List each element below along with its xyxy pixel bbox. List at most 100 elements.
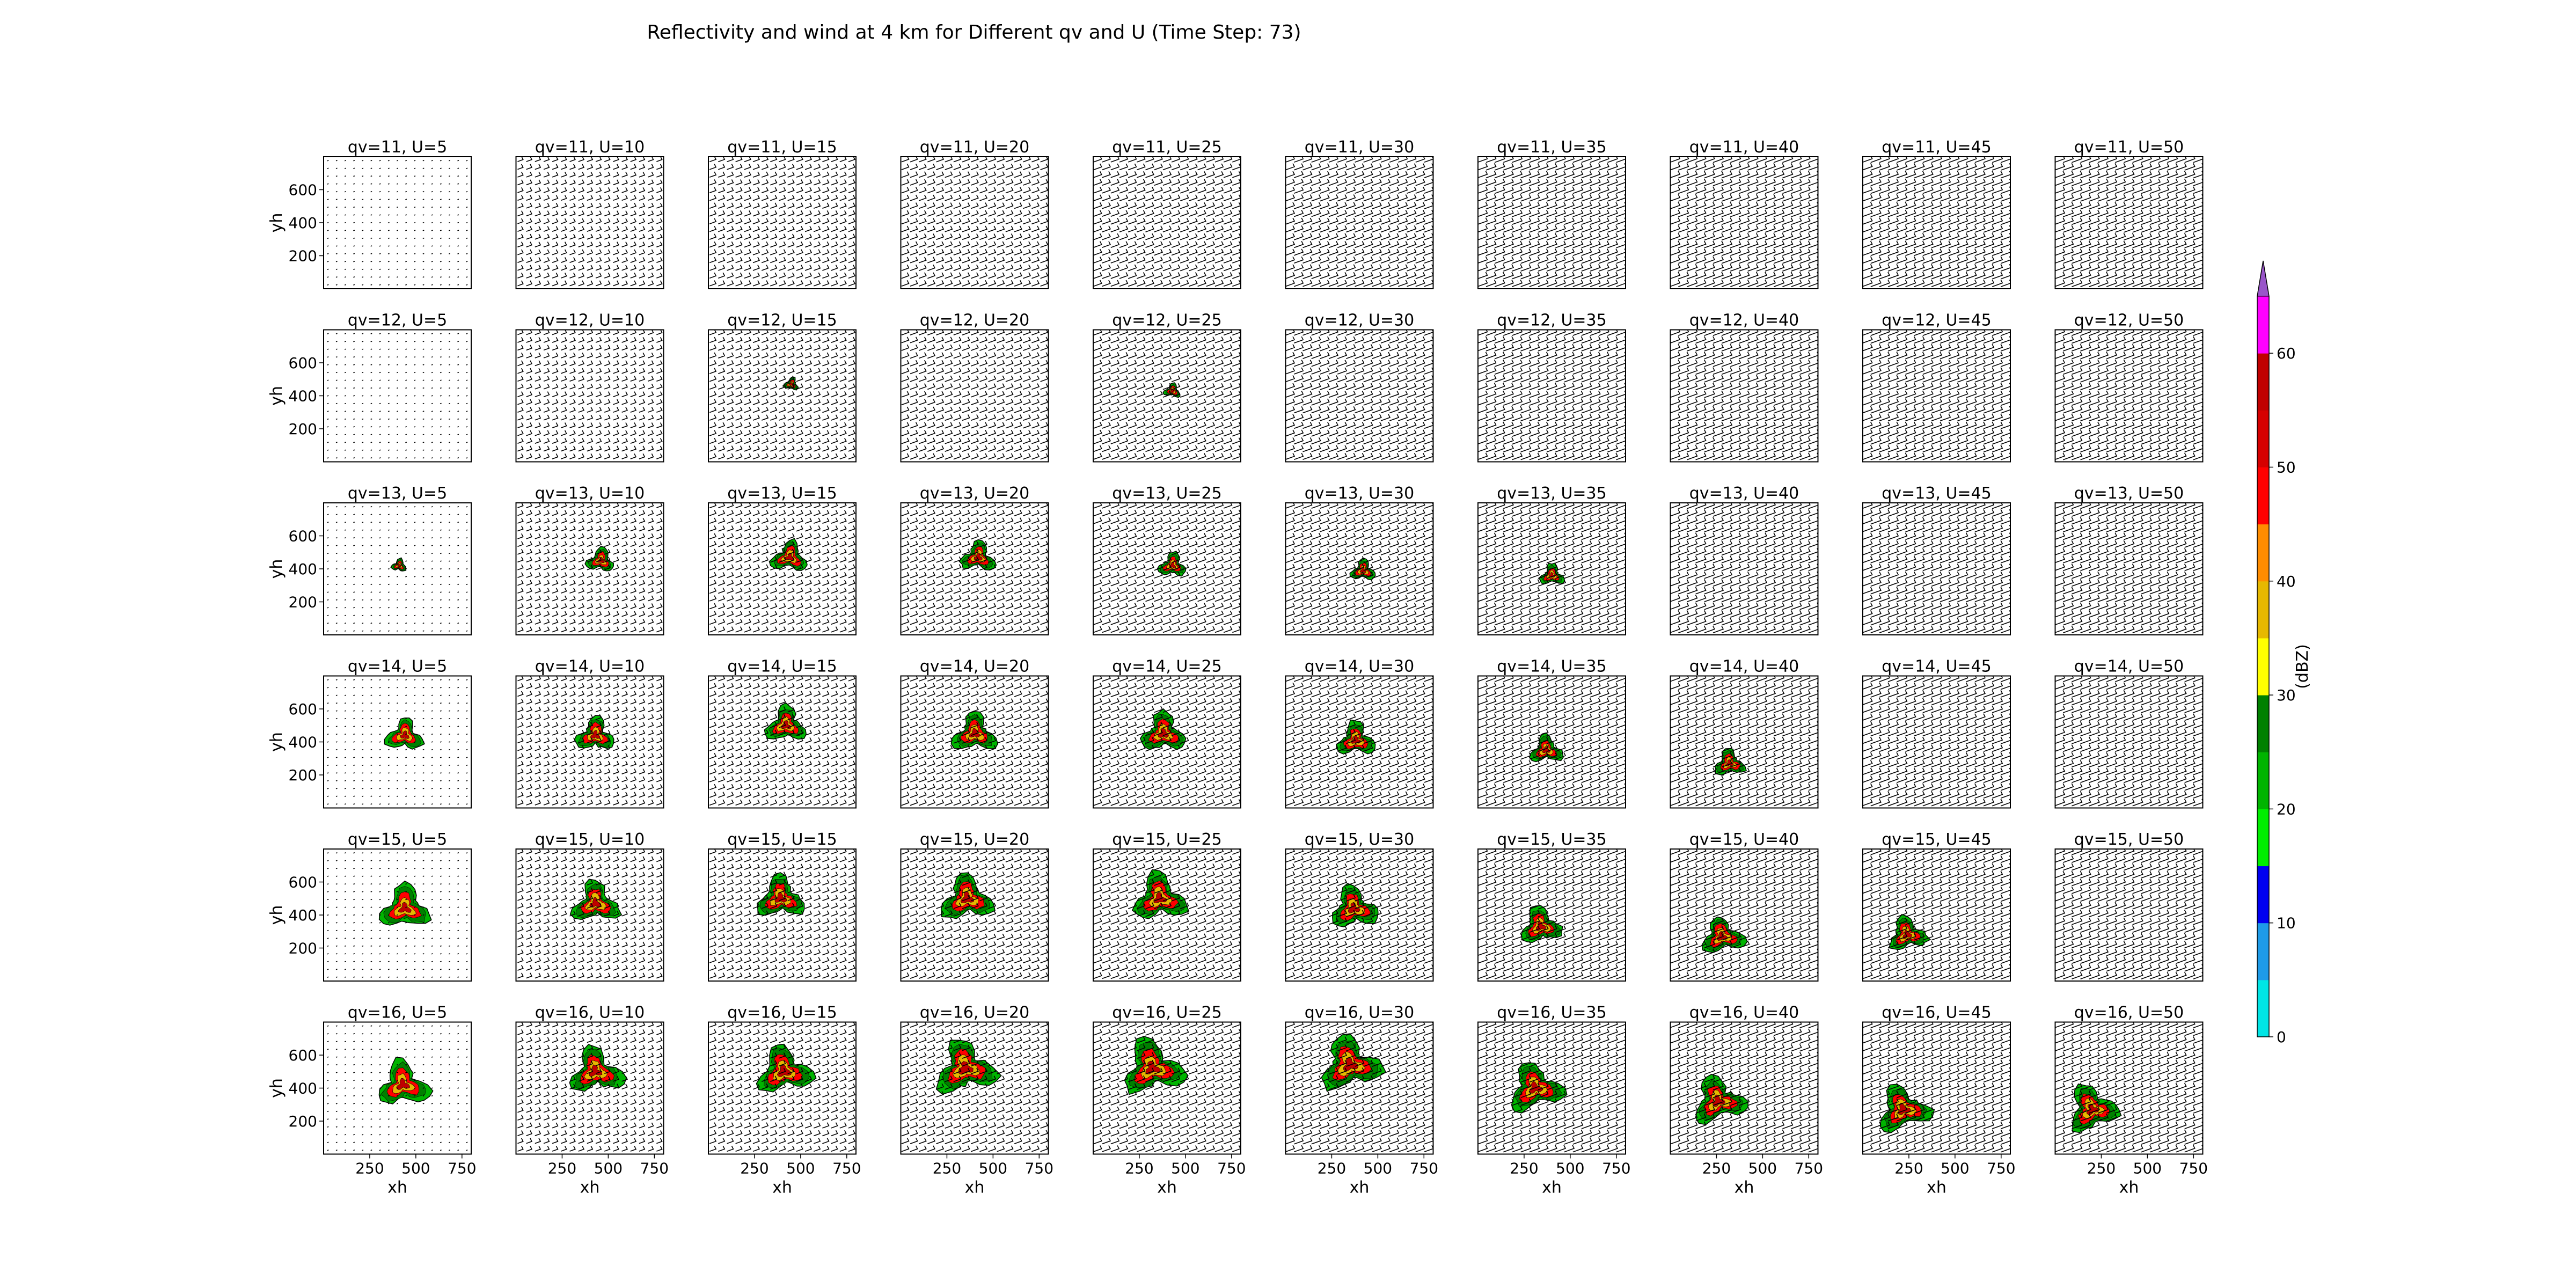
x-tick-label: 750 [448, 1160, 476, 1177]
panel-frame [1093, 329, 1241, 463]
y-tick-label: 400 [289, 1080, 317, 1097]
panel-qv15-u10: qv=15, U=10 [515, 830, 664, 982]
panel-frame [1477, 502, 1626, 635]
x-tick-label: 500 [401, 1160, 430, 1177]
colorbar-band [2257, 979, 2269, 1037]
panel-frame [708, 1021, 857, 1155]
x-axis-label: xh [1157, 1179, 1177, 1197]
x-axis-label: xh [1735, 1179, 1754, 1197]
panel-title: qv=13, U=35 [1497, 484, 1606, 503]
panel-qv15-u45: qv=15, U=45 [1862, 830, 2011, 982]
colorbar-tick-label: 20 [2277, 800, 2296, 818]
x-axis-label: xh [1927, 1179, 1946, 1197]
x-axis-label: xh [2119, 1179, 2139, 1197]
panel-frame [1670, 848, 1819, 982]
panel-frame [515, 502, 664, 635]
wind-barbs [709, 157, 856, 287]
panel-title: qv=12, U=25 [1112, 311, 1221, 330]
colorbar-tick-label: 50 [2277, 458, 2296, 476]
wind-barbs [709, 1022, 856, 1152]
panel-title: qv=11, U=40 [1689, 138, 1799, 157]
panel-title: qv=15, U=35 [1497, 830, 1606, 849]
panel-qv11-u50: qv=11, U=50 [2054, 138, 2204, 289]
wind-barbs [1478, 157, 1626, 287]
panel-frame [1285, 329, 1434, 463]
wind-barbs [2055, 503, 2203, 633]
wind-barbs [1478, 676, 1626, 807]
panel-frame [515, 329, 664, 463]
wind-barbs [901, 157, 1049, 287]
wind-barbs [1093, 330, 1241, 460]
panel-frame [1093, 675, 1241, 809]
x-axis-label: xh [772, 1179, 792, 1197]
panel-qv15-u15: qv=15, U=15 [708, 830, 857, 982]
x-tick-label: 250 [1894, 1160, 1923, 1177]
panel-qv12-u10: qv=12, U=10 [515, 311, 664, 463]
wind-barbs [2055, 1022, 2203, 1153]
panel-qv15-u35: qv=15, U=35 [1477, 830, 1626, 982]
panel-frame [2054, 848, 2204, 982]
y-tick-label: 200 [289, 940, 317, 957]
panel-qv11-u30: qv=11, U=30 [1285, 138, 1434, 289]
colorbar-tick-label: 60 [2277, 345, 2296, 362]
x-axis-label: xh [580, 1179, 600, 1197]
panel-title: qv=12, U=45 [1882, 311, 1991, 330]
panel-title: qv=14, U=50 [2074, 657, 2184, 676]
panel-frame [1477, 329, 1626, 463]
panel-title: qv=13, U=40 [1689, 484, 1799, 503]
x-tick-label: 500 [594, 1160, 623, 1177]
wind-barbs [1670, 503, 1818, 633]
wind-barbs [1478, 849, 1626, 979]
panel-frame [708, 848, 857, 982]
panel-qv12-u45: qv=12, U=45 [1862, 311, 2011, 463]
panel-frame [2054, 675, 2204, 809]
colorbar-band [2257, 467, 2269, 525]
x-tick-label: 750 [1217, 1160, 1246, 1177]
y-axis-label: yh [267, 732, 286, 752]
wind-barbs [1863, 503, 2010, 633]
panel-qv16-u30: qv=16, U=30 250 500 750 xh [1285, 1004, 1438, 1197]
wind-barbs [2055, 157, 2203, 287]
panel-frame [1670, 329, 1819, 463]
reflectivity-contour [397, 564, 401, 567]
x-tick-label: 250 [1702, 1160, 1731, 1177]
panel-qv14-u45: qv=14, U=45 [1862, 657, 2011, 809]
panel-qv13-u35: qv=13, U=35 [1477, 484, 1626, 635]
panel-title: qv=11, U=10 [535, 138, 645, 157]
panel-title: qv=16, U=35 [1497, 1004, 1606, 1022]
colorbar-tick-label: 10 [2277, 914, 2296, 932]
x-tick-label: 750 [832, 1160, 861, 1177]
wind-barbs [1863, 1022, 2010, 1153]
panel-title: qv=13, U=45 [1882, 484, 1991, 503]
panel-title: qv=14, U=45 [1882, 657, 1991, 676]
panel-qv13-u30: qv=13, U=30 [1285, 484, 1434, 635]
panel-title: qv=16, U=50 [2074, 1004, 2184, 1022]
panel-qv14-u30: qv=14, U=30 [1285, 657, 1434, 809]
panel-title: qv=15, U=25 [1112, 830, 1221, 849]
panel-qv12-u15: qv=12, U=15 [708, 311, 857, 463]
x-axis-label: xh [1350, 1179, 1370, 1197]
colorbar-band [2257, 410, 2269, 467]
wind-barbs [1478, 330, 1626, 460]
panel-title: qv=16, U=40 [1689, 1004, 1799, 1022]
panel-title: qv=11, U=35 [1497, 138, 1606, 157]
x-tick-label: 250 [355, 1160, 384, 1177]
x-tick-label: 250 [2087, 1160, 2116, 1177]
y-tick-label: 600 [289, 528, 317, 545]
panel-qv11-u15: qv=11, U=15 [708, 138, 857, 289]
panel-title: qv=13, U=15 [727, 484, 837, 503]
panel-qv13-u40: qv=13, U=40 [1670, 484, 1819, 635]
panel-qv12-u35: qv=12, U=35 [1477, 311, 1626, 463]
colorbar-band [2257, 695, 2269, 752]
panel-title: qv=11, U=50 [2074, 138, 2184, 157]
panel-title: qv=14, U=20 [920, 657, 1029, 676]
reflectivity-contour [1536, 921, 1546, 931]
colorbar-band [2257, 638, 2269, 696]
panel-title: qv=15, U=45 [1882, 830, 1991, 849]
panel-title: qv=14, U=10 [535, 657, 645, 676]
panel-frame [708, 329, 857, 463]
wind-barbs [1285, 157, 1433, 287]
panel-qv14-u20: qv=14, U=20 [900, 657, 1049, 809]
